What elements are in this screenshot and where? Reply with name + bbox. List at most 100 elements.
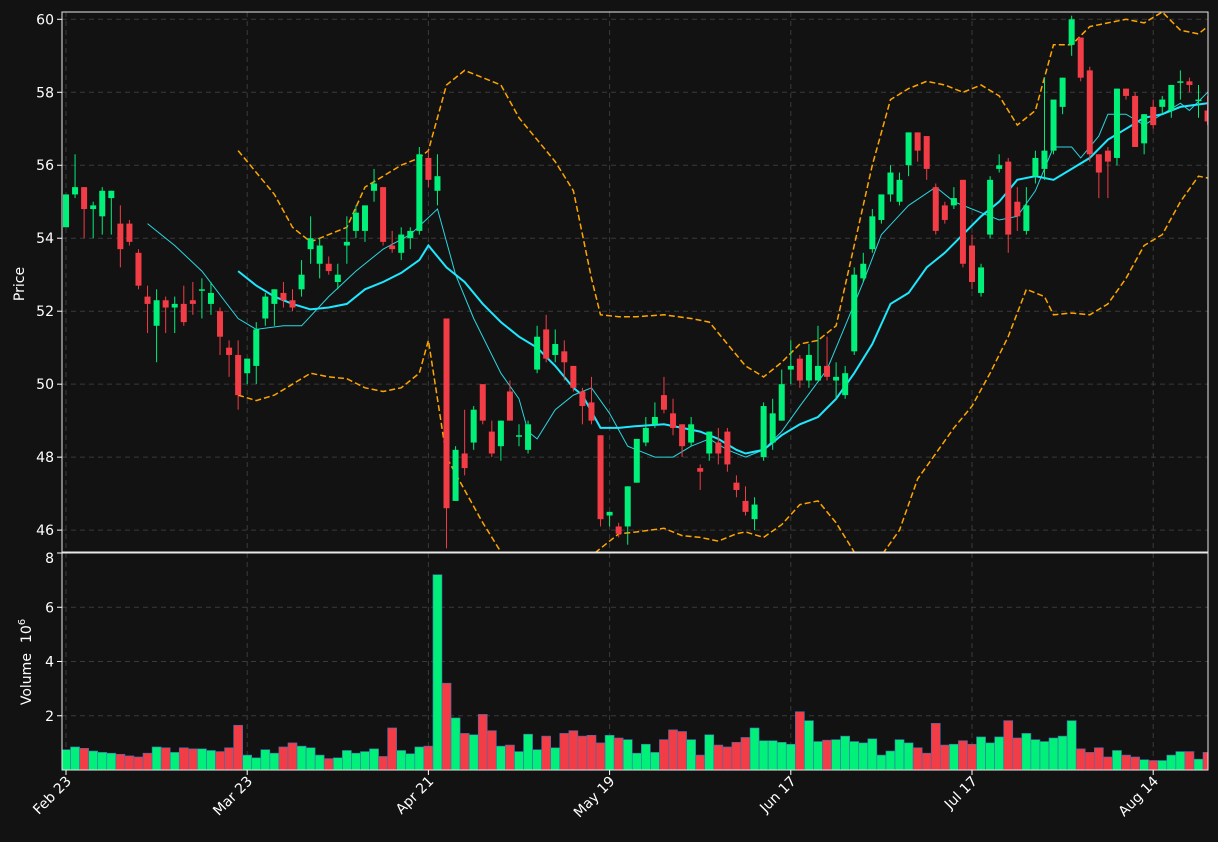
candle-body [869, 216, 876, 250]
volume-bar [342, 750, 352, 770]
volume-bar [921, 752, 932, 770]
volume-bar [459, 733, 470, 770]
candle-body [969, 245, 975, 282]
volume-bar [885, 750, 896, 770]
volume-bar [441, 682, 452, 770]
volume-bar [668, 729, 678, 770]
volume-bar [958, 740, 968, 770]
candle-body [416, 154, 423, 231]
volume-bar [432, 574, 443, 770]
volume-bar [1048, 737, 1059, 770]
candle-body [1204, 110, 1208, 122]
volume-bar [1094, 747, 1104, 770]
volume-bar [332, 757, 343, 770]
volume-bar [1057, 735, 1068, 770]
candle-body [1077, 37, 1084, 78]
price-tick-label: 50 [36, 377, 54, 393]
volume-bar [269, 752, 280, 770]
volume-bar [541, 735, 552, 770]
candle-body [1104, 150, 1111, 162]
candle-body [552, 344, 559, 355]
candle-body [126, 223, 133, 242]
candle-body [99, 190, 106, 217]
volume-tick-label: 4 [45, 655, 54, 671]
candle-body [1159, 99, 1166, 107]
volume-bar [206, 750, 216, 770]
candle-body [289, 300, 296, 308]
candle-body [588, 402, 595, 421]
volume-bar [514, 751, 524, 770]
candle-body [760, 406, 767, 458]
candle-body [606, 511, 613, 516]
price-tick-label: 46 [36, 523, 54, 539]
volume-bar [351, 752, 361, 770]
candle-body [987, 179, 994, 235]
candle-body [407, 230, 414, 239]
volume-bar [523, 733, 533, 770]
upper-band-line [237, 12, 1208, 378]
candle-body [189, 300, 196, 304]
volume-bar [160, 747, 171, 770]
candle-body [389, 245, 396, 250]
volume-bar [568, 730, 579, 770]
volume-bar [641, 743, 651, 770]
candle-body [842, 373, 849, 396]
candle-body [380, 187, 387, 242]
volume-bar [550, 747, 561, 770]
volume-bar [1021, 733, 1032, 770]
candle-body [1141, 114, 1148, 144]
volume-label: Volume [19, 653, 35, 705]
volume-bar [1193, 758, 1204, 770]
volume-bar [776, 742, 787, 770]
candle-body [1005, 161, 1012, 235]
candle-body [733, 482, 740, 490]
volume-bar [1121, 754, 1131, 770]
volume-bar [1103, 756, 1113, 770]
price-panel-frame [61, 11, 1209, 553]
candle-body [905, 132, 912, 166]
candle-body [751, 504, 758, 520]
volume-bar [1084, 752, 1095, 770]
volume-bar [414, 746, 425, 770]
candle-body [153, 300, 160, 326]
bollinger-bands [237, 12, 1208, 552]
candle-body [516, 435, 522, 437]
volume-bar [79, 747, 89, 770]
candle-body [742, 500, 749, 512]
candle-body [642, 427, 649, 443]
candle-body [343, 241, 350, 246]
candle-body [371, 183, 378, 191]
candle-body [570, 365, 577, 388]
candle-body [633, 438, 640, 483]
volume-bar [849, 741, 860, 770]
volume-bar [251, 757, 262, 770]
volume-bar [713, 744, 724, 770]
price-tick-label: 60 [36, 12, 54, 28]
volume-bar [450, 717, 461, 770]
volume-bar [115, 753, 126, 770]
candle-body [887, 172, 894, 195]
volume-bar [831, 739, 841, 770]
candle-body [996, 165, 1003, 169]
candle-body [1095, 154, 1102, 173]
volume-bar [1003, 720, 1014, 770]
volume-bar [949, 743, 959, 770]
candle-body [796, 358, 803, 381]
volume-bar [197, 748, 207, 770]
volume-bar [97, 752, 108, 770]
candle-body [525, 424, 532, 450]
candle-body [679, 424, 686, 447]
candle-body [307, 238, 314, 250]
price-axis-label: Price [12, 267, 28, 301]
candle-body [706, 431, 713, 454]
volume-bar [215, 751, 225, 770]
volume-bar [62, 749, 71, 770]
volume-bars [62, 574, 1208, 770]
volume-bar [677, 731, 687, 770]
candle-body [724, 431, 731, 465]
candle-body [543, 329, 550, 359]
volume-tick-label: 2 [45, 709, 54, 725]
candle-body [769, 413, 776, 443]
candle-body [1168, 84, 1175, 111]
volume-bar [88, 750, 99, 770]
